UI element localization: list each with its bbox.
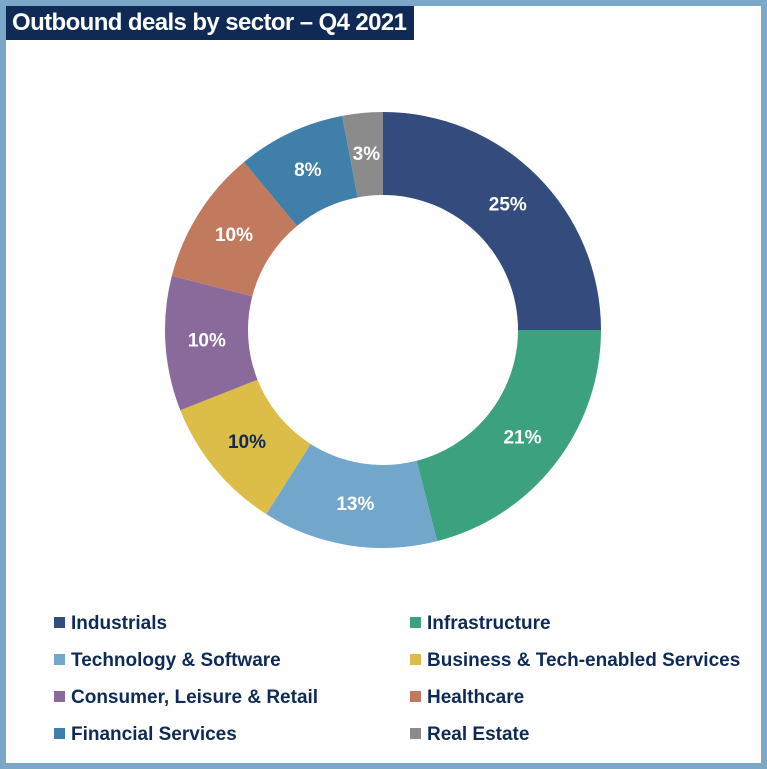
slice-financial-services: [244, 115, 358, 226]
legend-swatch: [410, 691, 421, 702]
slice-label: 10%: [215, 225, 253, 246]
legend-swatch: [54, 617, 65, 628]
legend-label: Financial Services: [71, 724, 237, 745]
legend-item: Financial Services: [54, 721, 237, 749]
slice-infrastructure: [416, 330, 601, 542]
legend-label: Technology & Software: [71, 650, 281, 671]
slice-industrials: [383, 112, 601, 330]
legend-item: Infrastructure: [410, 610, 551, 638]
legend-item: Business & Tech-enabled Services: [410, 647, 740, 675]
legend-label: Business & Tech-enabled Services: [427, 650, 741, 671]
legend-swatch: [410, 654, 421, 665]
slice-label: 10%: [188, 331, 226, 352]
legend-label: Healthcare: [427, 687, 525, 708]
slice-healthcare: [171, 162, 297, 297]
slice-consumer-leisure-retail: [165, 275, 258, 411]
legend-item: Real Estate: [410, 721, 529, 749]
legend-swatch: [54, 728, 65, 739]
legend-label: Industrials: [71, 613, 168, 634]
legend-swatch: [54, 691, 65, 702]
legend-swatch: [410, 728, 421, 739]
legend-item: Consumer, Leisure & Retail: [54, 684, 318, 712]
slice-label: 21%: [503, 428, 541, 449]
legend-item: Healthcare: [410, 684, 524, 712]
slice-label: 3%: [353, 144, 381, 165]
slice-label: 13%: [336, 494, 374, 515]
slice-label: 25%: [489, 195, 527, 216]
slice-technology-software: [266, 443, 438, 548]
slice-label: 8%: [294, 160, 322, 181]
slice-business-tech-enabled-services: [180, 379, 311, 515]
legend-label: Consumer, Leisure & Retail: [71, 687, 319, 708]
legend-swatch: [410, 617, 421, 628]
legend-label: Infrastructure: [427, 613, 551, 634]
legend-item: Industrials: [54, 610, 167, 638]
donut-chart: 25% 21% 13% 10% 10% 10% 8% 3%: [165, 112, 601, 548]
legend-swatch: [54, 654, 65, 665]
legend-label: Real Estate: [427, 724, 530, 745]
legend-item: Technology & Software: [54, 647, 281, 675]
slice-label: 10%: [228, 432, 266, 453]
slice-real-estate: [342, 112, 383, 198]
chart-title: Outbound deals by sector – Q4 2021: [6, 6, 415, 40]
